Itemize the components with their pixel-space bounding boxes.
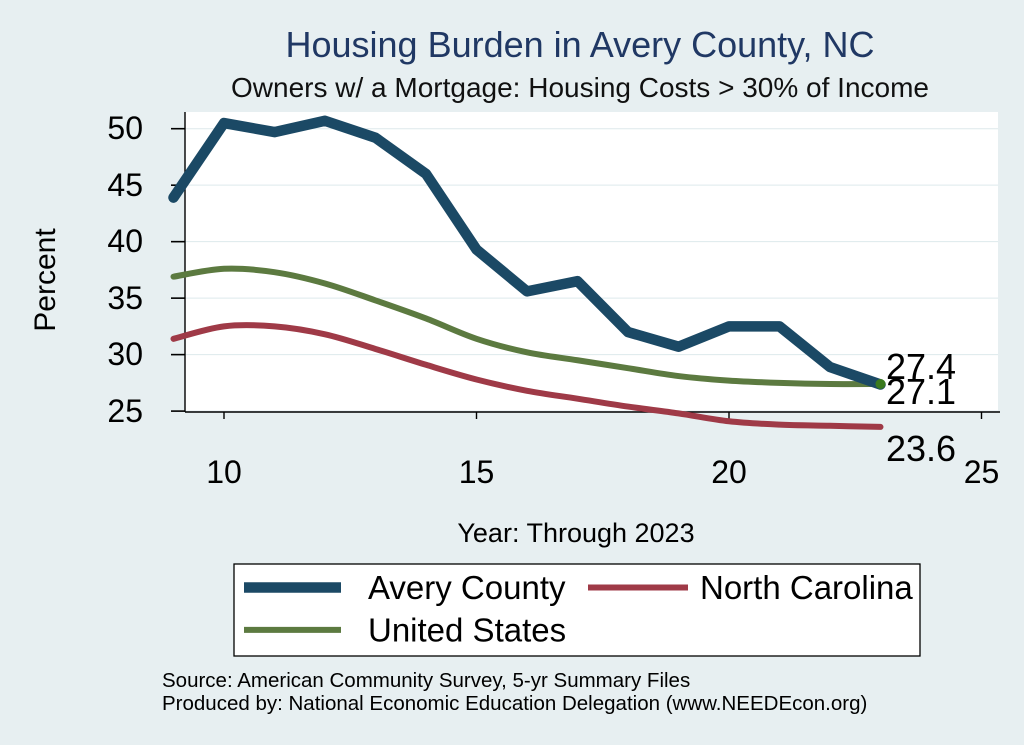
svg-text:20: 20 bbox=[711, 454, 747, 490]
svg-text:45: 45 bbox=[107, 167, 143, 203]
svg-text:25: 25 bbox=[964, 454, 1000, 490]
svg-text:30: 30 bbox=[107, 336, 143, 372]
svg-text:25: 25 bbox=[107, 393, 143, 429]
svg-text:Avery County: Avery County bbox=[368, 569, 566, 606]
svg-text:15: 15 bbox=[459, 454, 495, 490]
svg-text:Produced by: National Economic: Produced by: National Economic Education… bbox=[162, 692, 867, 715]
svg-text:Percent: Percent bbox=[29, 228, 62, 332]
svg-text:10: 10 bbox=[206, 454, 242, 490]
svg-text:United States: United States bbox=[368, 612, 566, 649]
svg-text:Source: American Community Sur: Source: American Community Survey, 5-yr … bbox=[162, 669, 690, 692]
svg-text:40: 40 bbox=[107, 223, 143, 259]
svg-text:North Carolina: North Carolina bbox=[700, 569, 913, 606]
svg-text:Year: Through 2023: Year: Through 2023 bbox=[457, 518, 694, 548]
svg-text:50: 50 bbox=[107, 110, 143, 146]
svg-text:35: 35 bbox=[107, 280, 143, 316]
svg-text:27.1: 27.1 bbox=[886, 371, 956, 412]
svg-text:23.6: 23.6 bbox=[886, 428, 956, 469]
